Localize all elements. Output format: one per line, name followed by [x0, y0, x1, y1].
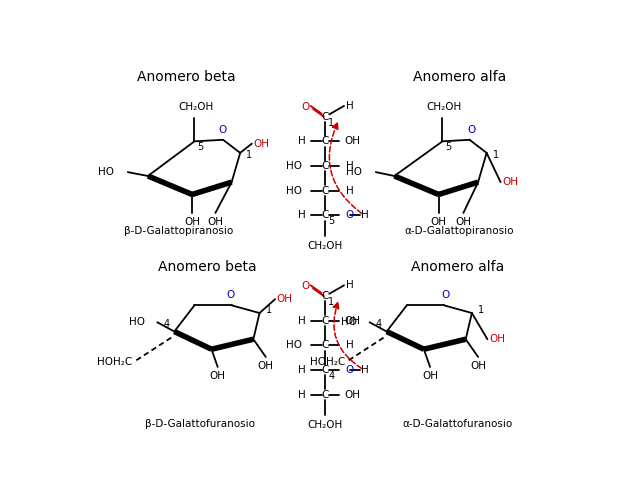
Text: 1: 1 [328, 297, 334, 307]
Text: HO: HO [129, 318, 145, 327]
Text: H: H [297, 316, 305, 326]
Text: OH: OH [344, 390, 360, 400]
Text: OH: OH [344, 316, 360, 326]
Text: 4: 4 [376, 319, 382, 329]
Text: 1: 1 [246, 150, 253, 160]
Text: 1: 1 [266, 305, 272, 315]
Text: HO: HO [98, 167, 114, 177]
Text: H: H [346, 340, 353, 350]
Text: OH: OH [470, 361, 486, 371]
Text: 1: 1 [328, 118, 334, 128]
Text: HOH₂C: HOH₂C [97, 357, 133, 367]
Text: OH: OH [277, 294, 293, 304]
Text: O: O [218, 125, 226, 135]
Text: C: C [322, 340, 329, 350]
Text: OH: OH [210, 371, 226, 381]
Text: OH: OH [502, 177, 518, 187]
Text: OH: OH [344, 136, 360, 146]
Text: H: H [346, 280, 353, 290]
Text: H: H [346, 161, 353, 171]
Text: Anomero beta: Anomero beta [158, 260, 257, 274]
Text: OH: OH [207, 217, 223, 227]
Text: H: H [361, 210, 369, 220]
Text: O: O [441, 290, 450, 300]
Text: C: C [322, 136, 329, 146]
Text: H: H [297, 390, 305, 400]
Text: HOH₂C: HOH₂C [309, 357, 345, 367]
Text: OH: OH [422, 371, 438, 381]
Text: O: O [467, 125, 475, 135]
Text: OH: OH [184, 217, 200, 227]
Text: C: C [322, 161, 329, 171]
Text: H: H [346, 185, 353, 196]
Text: C: C [322, 291, 329, 301]
Text: H: H [346, 101, 353, 111]
Text: C: C [322, 210, 329, 220]
Text: 5: 5 [329, 216, 335, 226]
Text: OH: OH [253, 139, 269, 149]
Text: O: O [301, 102, 309, 112]
Text: β-D-Galattofuranosio: β-D-Galattofuranosio [145, 419, 255, 429]
Text: HO: HO [286, 340, 302, 350]
Text: HO: HO [346, 167, 362, 177]
Text: H: H [297, 365, 305, 375]
Text: H: H [361, 365, 369, 375]
Text: Anomero alfa: Anomero alfa [413, 71, 506, 85]
Text: C: C [322, 390, 329, 400]
Text: C: C [322, 185, 329, 196]
Text: α-D-Galattopiranosio: α-D-Galattopiranosio [404, 226, 514, 236]
Text: HO: HO [286, 185, 302, 196]
Text: α-D-Galattofuranosio: α-D-Galattofuranosio [403, 419, 513, 429]
Text: CH₂OH: CH₂OH [308, 241, 343, 251]
Text: 4: 4 [329, 371, 335, 381]
Text: H: H [297, 210, 305, 220]
Text: β-D-Galattopiranosio: β-D-Galattopiranosio [124, 226, 234, 236]
Text: O: O [346, 210, 354, 220]
Text: Anomero alfa: Anomero alfa [412, 260, 505, 274]
FancyArrowPatch shape [329, 123, 362, 214]
Text: OH: OH [258, 361, 274, 371]
FancyArrowPatch shape [334, 302, 362, 368]
Text: HO: HO [286, 161, 302, 171]
Text: CH₂OH: CH₂OH [179, 102, 214, 112]
Text: 1: 1 [478, 305, 484, 315]
Text: OH: OH [456, 217, 471, 227]
Text: O: O [301, 281, 309, 291]
Text: O: O [226, 290, 234, 300]
Text: H: H [297, 136, 305, 146]
Text: C: C [322, 365, 329, 375]
Text: C: C [322, 112, 329, 121]
Text: CH₂OH: CH₂OH [308, 420, 343, 430]
Text: HO: HO [341, 318, 357, 327]
Text: Anomero beta: Anomero beta [137, 71, 236, 85]
Text: O: O [346, 365, 354, 375]
Text: OH: OH [431, 217, 447, 227]
Text: OH: OH [489, 334, 505, 344]
Text: C: C [322, 316, 329, 326]
Text: 4: 4 [163, 319, 170, 329]
Text: 5: 5 [445, 143, 452, 153]
Text: 1: 1 [493, 150, 499, 160]
Text: CH₂OH: CH₂OH [426, 102, 462, 112]
Text: 5: 5 [198, 143, 204, 153]
